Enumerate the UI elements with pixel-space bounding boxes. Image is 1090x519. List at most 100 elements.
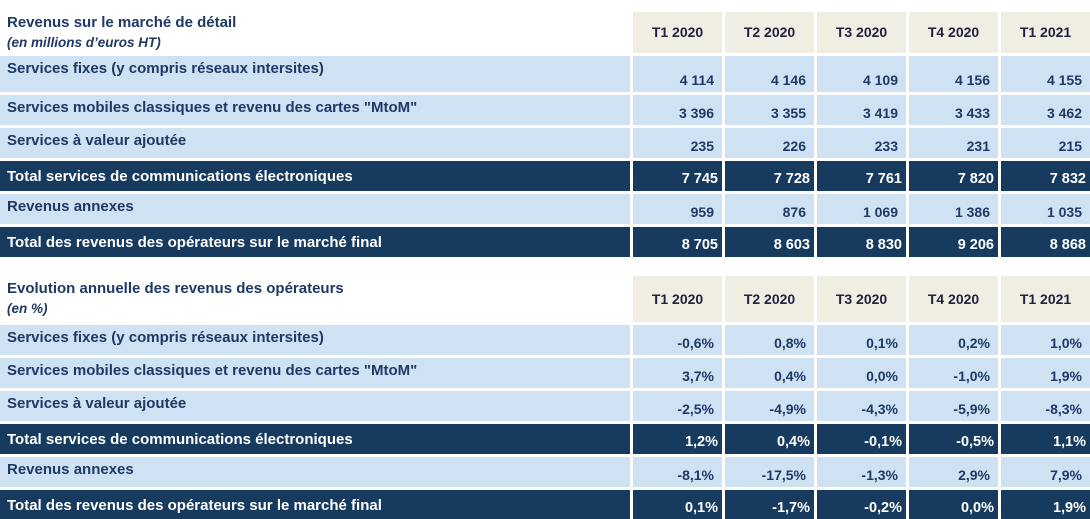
value-cell: -8,1% xyxy=(633,456,722,487)
retail-revenue-table-section: Revenus sur le marché de détail (en milli… xyxy=(0,9,1090,260)
value-cell: 7 832 xyxy=(1001,160,1090,191)
value-cell: 1,0% xyxy=(1001,324,1090,355)
value-cell: 7 761 xyxy=(817,160,906,191)
row-label: Revenus annexes xyxy=(0,456,630,487)
column-header: T3 2020 xyxy=(817,12,906,53)
table-title-cell: Evolution annuelle des revenus des opéra… xyxy=(0,276,630,322)
table-row: Services mobiles classiques et revenu de… xyxy=(0,357,1090,388)
column-header: T2 2020 xyxy=(725,12,814,53)
table-row: Total des revenus des opérateurs sur le … xyxy=(0,489,1090,519)
value-cell: 0,0% xyxy=(909,489,998,519)
column-header: T3 2020 xyxy=(817,275,906,322)
row-label: Revenus annexes xyxy=(0,193,630,224)
column-header: T4 2020 xyxy=(909,275,998,322)
value-cell: 7 820 xyxy=(909,160,998,191)
table-row: Services à valeur ajoutée -2,5% -4,9% -4,3%… xyxy=(0,390,1090,421)
table-title-cell: Revenus sur le marché de détail (en milli… xyxy=(0,12,630,53)
table-unit-note: (en millions d’euros HT) xyxy=(7,34,161,50)
value-cell: 1 035 xyxy=(1001,193,1090,224)
value-cell: 231 xyxy=(909,127,998,158)
data-table: Evolution annuelle des revenus des opéra… xyxy=(0,273,1090,519)
table-title: Evolution annuelle des revenus des opéra… xyxy=(7,280,344,298)
value-cell: 215 xyxy=(1001,127,1090,158)
value-cell: 1,9% xyxy=(1001,357,1090,388)
value-cell: 3,7% xyxy=(633,357,722,388)
value-cell: -2,5% xyxy=(633,390,722,421)
value-cell: -4,9% xyxy=(725,390,814,421)
table-row: Services fixes (y compris réseaux inters… xyxy=(0,55,1090,92)
value-cell: 4 146 xyxy=(725,55,814,92)
header-row: Revenus sur le marché de détail (en milli… xyxy=(0,12,1090,53)
row-label: Services mobiles classiques et revenu de… xyxy=(0,94,630,125)
value-cell: 7 728 xyxy=(725,160,814,191)
value-cell: 0,1% xyxy=(633,489,722,519)
table-row: Services à valeur ajoutée 235 226 233 231 215 xyxy=(0,127,1090,158)
value-cell: 1 069 xyxy=(817,193,906,224)
value-cell: 2,9% xyxy=(909,456,998,487)
value-cell: -1,7% xyxy=(725,489,814,519)
value-cell: 3 355 xyxy=(725,94,814,125)
row-label: Services à valeur ajoutée xyxy=(0,390,630,421)
row-label: Services à valeur ajoutée xyxy=(0,127,630,158)
value-cell: -0,2% xyxy=(817,489,906,519)
row-label: Total des revenus des opérateurs sur le … xyxy=(0,226,630,257)
value-cell: 876 xyxy=(725,193,814,224)
value-cell: 4 114 xyxy=(633,55,722,92)
table-row: Total des revenus des opérateurs sur le … xyxy=(0,226,1090,257)
annual-evolution-table-section: Evolution annuelle des revenus des opéra… xyxy=(0,257,1090,519)
value-cell: 8 830 xyxy=(817,226,906,257)
column-header: T1 2021 xyxy=(1001,275,1090,322)
row-label: Services fixes (y compris réseaux inters… xyxy=(0,324,630,355)
value-cell: 1,9% xyxy=(1001,489,1090,519)
value-cell: 8 705 xyxy=(633,226,722,257)
table-row: Revenus annexes -8,1% -17,5% -1,3% 2,9% 7,9% xyxy=(0,456,1090,487)
value-cell: 3 419 xyxy=(817,94,906,125)
value-cell: 7 745 xyxy=(633,160,722,191)
value-cell: 226 xyxy=(725,127,814,158)
column-header: T4 2020 xyxy=(909,12,998,53)
value-cell: -4,3% xyxy=(817,390,906,421)
value-cell: 0,2% xyxy=(909,324,998,355)
value-cell: -0,6% xyxy=(633,324,722,355)
column-header: T2 2020 xyxy=(725,275,814,322)
column-header: T1 2020 xyxy=(633,275,722,322)
table-row: Total services de communications électro… xyxy=(0,160,1090,191)
row-label: Services mobiles classiques et revenu de… xyxy=(0,357,630,388)
value-cell: 4 156 xyxy=(909,55,998,92)
value-cell: 0,4% xyxy=(725,423,814,454)
value-cell: 233 xyxy=(817,127,906,158)
row-label: Total services de communications électro… xyxy=(0,160,630,191)
table-row: Services mobiles classiques et revenu de… xyxy=(0,94,1090,125)
row-label: Total services de communications électro… xyxy=(0,423,630,454)
value-cell: 235 xyxy=(633,127,722,158)
row-label: Services fixes (y compris réseaux inters… xyxy=(0,55,630,92)
value-cell: -17,5% xyxy=(725,456,814,487)
value-cell: 4 155 xyxy=(1001,55,1090,92)
value-cell: 3 396 xyxy=(633,94,722,125)
value-cell: 8 868 xyxy=(1001,226,1090,257)
value-cell: -5,9% xyxy=(909,390,998,421)
value-cell: 4 109 xyxy=(817,55,906,92)
value-cell: 0,1% xyxy=(817,324,906,355)
value-cell: 0,8% xyxy=(725,324,814,355)
table-row: Revenus annexes 959 876 1 069 1 386 1 035 xyxy=(0,193,1090,224)
row-label: Total des revenus des opérateurs sur le … xyxy=(0,489,630,519)
value-cell: 1,2% xyxy=(633,423,722,454)
value-cell: -8,3% xyxy=(1001,390,1090,421)
data-table: Revenus sur le marché de détail (en milli… xyxy=(0,9,1090,260)
value-cell: 7,9% xyxy=(1001,456,1090,487)
table-row: Services fixes (y compris réseaux inters… xyxy=(0,324,1090,355)
value-cell: -1,0% xyxy=(909,357,998,388)
value-cell: 959 xyxy=(633,193,722,224)
column-header: T1 2021 xyxy=(1001,12,1090,53)
header-row: Evolution annuelle des revenus des opéra… xyxy=(0,275,1090,322)
value-cell: 1,1% xyxy=(1001,423,1090,454)
value-cell: 0,4% xyxy=(725,357,814,388)
table-row: Total services de communications électro… xyxy=(0,423,1090,454)
table-unit-note: (en %) xyxy=(7,301,48,317)
column-header: T1 2020 xyxy=(633,12,722,53)
value-cell: 3 462 xyxy=(1001,94,1090,125)
value-cell: -1,3% xyxy=(817,456,906,487)
table-title: Revenus sur le marché de détail xyxy=(7,14,237,31)
